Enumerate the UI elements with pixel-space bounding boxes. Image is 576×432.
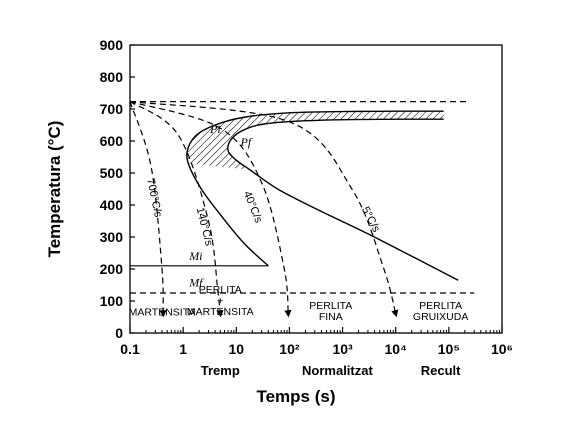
y-tick-label: 300 [100,229,124,245]
x-tick-label: 10⁶ [491,341,513,357]
label-cooling-40: 40°C/s [241,189,265,225]
x-tick-label: 10 [228,341,244,357]
y-tick-label: 900 [100,37,124,53]
curve-pearlite-finish [227,118,459,281]
region-line: FINA [319,311,343,323]
process-tremp: Tremp [201,363,240,378]
label-cooling-700: 700°C/s [144,178,164,219]
label-pearlite-start: Pi [209,122,221,136]
x-tick-label: 10² [279,341,300,357]
y-tick-label: 200 [100,261,124,277]
region-line: PERLITA [419,300,462,312]
hatch-band [187,111,444,170]
process-recult: Recult [421,363,461,378]
region-perlita-gruixuda: PERLITA GRUIXUDA [413,300,468,323]
y-tick-label: 100 [100,293,124,309]
plot-frame [129,44,503,334]
x-tick-label: 10⁵ [438,341,460,357]
cooling-5 [129,101,399,318]
cooling-140 [129,101,224,318]
y-tick-label: 400 [100,197,124,213]
curve-pearlite-start [186,110,444,267]
transformation-band [187,111,444,170]
y-tick-label: 500 [100,165,124,181]
axes: 0 100 200 300 400 500 600 700 800 900 0.1 1 10 10² 10³… [45,37,513,406]
curves [129,101,475,318]
region-line: MARTENSITA [129,306,196,318]
x-tick-label: 1 [179,341,187,357]
label-pearlite-finish: Pf [239,135,252,149]
y-tick-label: 0 [115,325,123,341]
labels: Pi Pf Mi Mf 700°C/s 140°C/s 40°C/s 5°C/s MARTENS… [129,122,469,323]
region-line: MARTENSITA [187,306,254,318]
x-tick-label: 10⁴ [384,341,407,357]
y-axis-title: Temperatura (°C) [45,121,64,258]
x-tick-label: 10³ [332,341,353,357]
region-line: GRUIXUDA [413,311,468,323]
y-tick-label: 600 [100,133,124,149]
label-Mi: Mi [188,249,202,263]
region-line: PERLITA [309,300,352,312]
region-perlita-fina: PERLITA FINA [309,300,352,323]
region-martensita: MARTENSITA [129,306,196,318]
region-line: PERLITA [199,284,242,296]
label-cooling-140: 140°C/s [194,206,215,247]
label-Mf: Mf [188,276,204,290]
cooling-40 [129,101,292,318]
region-perlita-martensita: PERLITA + MARTENSITA [187,284,254,318]
region-line: + [217,295,223,307]
label-cooling-5: 5°C/s [359,205,383,235]
process-normalitzat: Normalitzat [302,363,373,378]
y-tick-label: 700 [100,101,124,117]
x-tick-label: 0.1 [120,341,140,357]
x-axis-title: Temps (s) [256,387,335,406]
y-tick-label: 800 [100,69,124,85]
